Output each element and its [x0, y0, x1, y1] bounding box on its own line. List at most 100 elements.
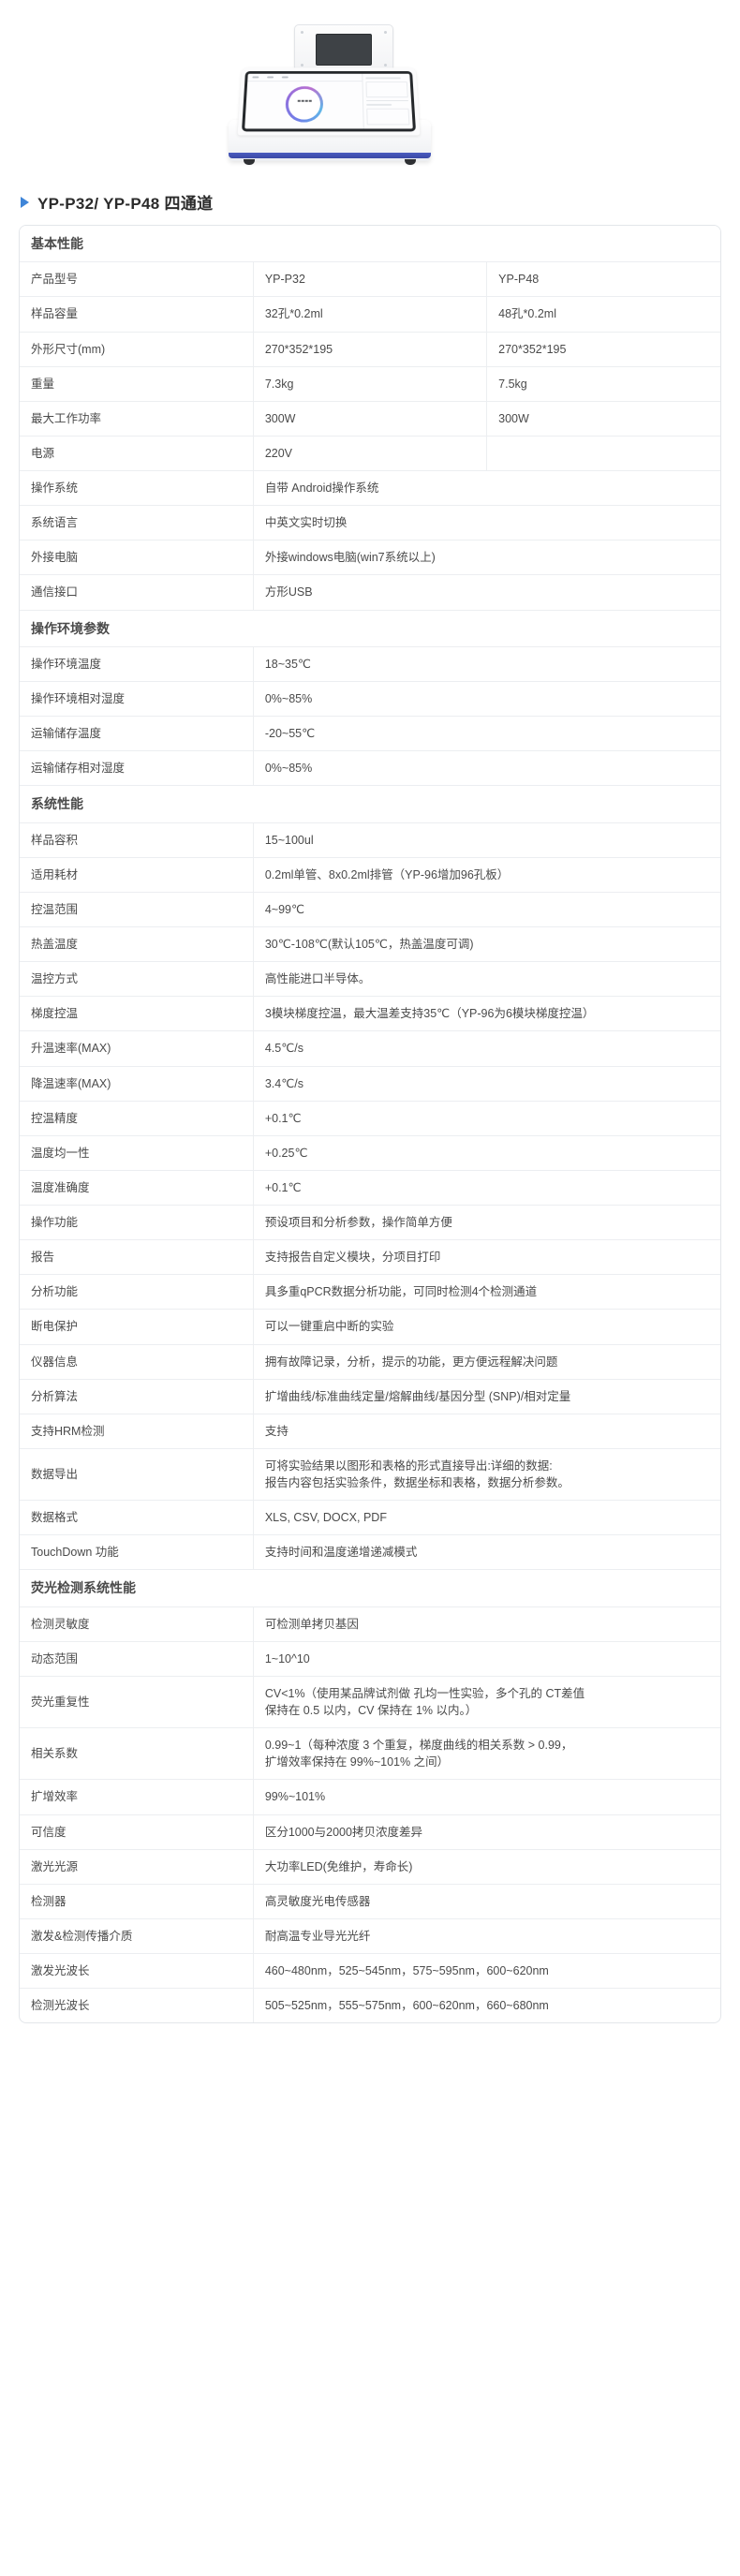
spec-key: 控温精度 — [20, 1100, 254, 1136]
spec-value: 耐高温专业导光光纤 — [253, 1917, 720, 1954]
spec-key: 操作环境温度 — [20, 645, 254, 682]
spec-value: 支持报告自定义模块，分项目打印 — [253, 1239, 720, 1275]
screen-toolbar — [247, 73, 363, 82]
table-row: 降温速率(MAX) 3.4℃/s — [20, 1065, 720, 1102]
table-row: 断电保护 可以一键重启中断的实验 — [20, 1309, 720, 1345]
table-row: 激发光波长 460~480nm，525~545nm，575~595nm，600~6… — [20, 1953, 720, 1989]
screen-main-pane — [244, 73, 363, 129]
spec-value: 0.2ml单管、8x0.2ml排管（YP-96增加96孔板） — [253, 856, 720, 893]
spec-key: 最大工作功率 — [20, 400, 254, 437]
spec-key: 扩增效率 — [20, 1779, 254, 1815]
spec-key: 分析功能 — [20, 1274, 254, 1310]
spec-value-yp-p48: 270*352*195 — [486, 331, 720, 367]
spec-value-yp-p32: 220V — [253, 435, 488, 471]
spec-key: 操作系统 — [20, 470, 254, 506]
placeholder-line — [365, 99, 409, 101]
spec-key: 断电保护 — [20, 1309, 254, 1345]
spec-key: 荧光重复性 — [20, 1675, 254, 1728]
table-row: 梯度控温 3模块梯度控温，最大温差支持35℃（YP-96为6模块梯度控温） — [20, 996, 720, 1031]
spec-key: TouchDown 功能 — [20, 1534, 254, 1570]
spec-value: 3.4℃/s — [253, 1065, 720, 1102]
table-row: 温度准确度 +0.1℃ — [20, 1169, 720, 1206]
table-row: 可信度 区分1000与2000拷贝浓度差异 — [20, 1814, 720, 1850]
instrument-blue-stripe — [229, 153, 431, 158]
spec-key: 样品容积 — [20, 822, 254, 858]
spec-value-yp-p32: YP-P32 — [253, 261, 488, 297]
spec-group-row: 基本性能 — [20, 226, 720, 262]
screw-icon — [301, 64, 303, 67]
spec-value: 30℃-108℃(默认105℃，热盖温度可调) — [253, 926, 720, 962]
spec-key: 通信接口 — [20, 574, 254, 611]
spec-key: 降温速率(MAX) — [20, 1065, 254, 1102]
table-row: 电源 220V — [20, 435, 720, 471]
spec-value-yp-p32: 32孔*0.2ml — [253, 296, 488, 333]
table-row: 动态范围 1~10^10 — [20, 1640, 720, 1677]
triangle-bullet-icon — [21, 196, 29, 208]
spec-value: 扩增曲线/标准曲线定量/熔解曲线/基因分型 (SNP)/相对定量 — [253, 1378, 720, 1414]
spec-value: 支持时间和温度递增递减模式 — [253, 1534, 720, 1570]
spec-value: CV<1%（使用某品牌试剂做 孔均一性实验，多个孔的 CT差值 保持在 0.5 … — [253, 1675, 720, 1728]
spec-key: 相关系数 — [20, 1727, 254, 1780]
table-row: 操作功能 预设项目和分析参数，操作简单方便 — [20, 1205, 720, 1240]
spec-value-yp-p48: 7.5kg — [486, 365, 720, 402]
spec-key: 样品容量 — [20, 296, 254, 333]
pcr-instrument-illustration — [139, 7, 476, 169]
spec-value: 中英文实时切换 — [253, 505, 720, 540]
table-row: 系统语言 中英文实时切换 — [20, 505, 720, 540]
spec-value: 可将实验结果以图形和表格的形式直接导出:详细的数据: 报告内容包括实验条件，数据… — [253, 1447, 720, 1501]
spec-group-row: 荧光检测系统性能 — [20, 1569, 720, 1607]
spec-value-yp-p48: 300W — [486, 400, 720, 437]
table-row: 样品容积 15~100ul — [20, 822, 720, 858]
spec-value: 具多重qPCR数据分析功能，可同时检测4个检测通道 — [253, 1274, 720, 1310]
table-row: 热盖温度 30℃-108℃(默认105℃，热盖温度可调) — [20, 926, 720, 962]
toolbar-chip-icon — [252, 76, 259, 79]
spec-value: 区分1000与2000拷贝浓度差异 — [253, 1814, 720, 1850]
spec-value: +0.1℃ — [253, 1169, 720, 1206]
spec-key: 热盖温度 — [20, 926, 254, 962]
spec-key: 温度均一性 — [20, 1134, 254, 1171]
page-title: YP-P32/ YP-P48 四通道 — [21, 190, 740, 214]
spec-key: 激发&检测传播介质 — [20, 1917, 254, 1954]
table-row: 分析算法 扩增曲线/标准曲线定量/熔解曲线/基因分型 (SNP)/相对定量 — [20, 1378, 720, 1414]
spec-group-title: 基本性能 — [20, 226, 720, 262]
table-row: 外形尺寸(mm) 270*352*195 270*352*195 — [20, 331, 720, 367]
table-row: 温控方式 高性能进口半导体。 — [20, 961, 720, 997]
table-row: 升温速率(MAX) 4.5℃/s — [20, 1030, 720, 1067]
spec-key: 外接电脑 — [20, 540, 254, 575]
placeholder-box — [365, 81, 408, 97]
screen-bezel — [241, 70, 417, 132]
spec-value: 方形USB — [253, 574, 720, 611]
table-row: 样品容量 32孔*0.2ml 48孔*0.2ml — [20, 296, 720, 333]
table-row: 操作环境温度 18~35℃ — [20, 645, 720, 682]
table-row: 控温范围 4~99℃ — [20, 891, 720, 927]
spec-key: 数据导出 — [20, 1447, 254, 1501]
spec-key: 操作功能 — [20, 1205, 254, 1240]
table-row: 报告 支持报告自定义模块，分项目打印 — [20, 1239, 720, 1275]
table-row: 数据格式 XLS, CSV, DOCX, PDF — [20, 1500, 720, 1535]
spec-key: 适用耗材 — [20, 856, 254, 893]
spec-value: 可以一键重启中断的实验 — [253, 1309, 720, 1345]
screw-icon — [384, 31, 387, 34]
instrument-top-lid-module — [294, 24, 393, 73]
spec-value: 3模块梯度控温，最大温差支持35℃（YP-96为6模块梯度控温） — [253, 996, 720, 1031]
product-hero-image — [0, 0, 740, 173]
spec-value: 大功率LED(免维护，寿命长) — [253, 1848, 720, 1885]
instrument-touchscreen — [237, 67, 421, 136]
page-title-text: YP-P32/ YP-P48 四通道 — [37, 195, 214, 213]
table-row: 重量 7.3kg 7.5kg — [20, 365, 720, 402]
spec-value: 预设项目和分析参数，操作简单方便 — [253, 1205, 720, 1240]
spec-value: -20~55℃ — [253, 716, 720, 751]
placeholder-line — [366, 103, 392, 106]
table-row: 激光光源 大功率LED(免维护，寿命长) — [20, 1848, 720, 1885]
spec-value: 高灵敏度光电传感器 — [253, 1883, 720, 1919]
spec-value: 自带 Android操作系统 — [253, 470, 720, 506]
spec-key: 激发光波长 — [20, 1953, 254, 1989]
table-row: 荧光重复性 CV<1%（使用某品牌试剂做 孔均一性实验，多个孔的 CT差值 保持在… — [20, 1675, 720, 1728]
table-row: 激发&检测传播介质 耐高温专业导光光纤 — [20, 1917, 720, 1954]
table-row: 检测器 高灵敏度光电传感器 — [20, 1883, 720, 1919]
table-row: 支持HRM检测 支持 — [20, 1413, 720, 1449]
spec-value: 高性能进口半导体。 — [253, 961, 720, 997]
spec-key: 温度准确度 — [20, 1169, 254, 1206]
spec-group-row: 操作环境参数 — [20, 609, 720, 647]
spec-value: 505~525nm，555~575nm，600~620nm，660~680nm — [253, 1988, 720, 2023]
